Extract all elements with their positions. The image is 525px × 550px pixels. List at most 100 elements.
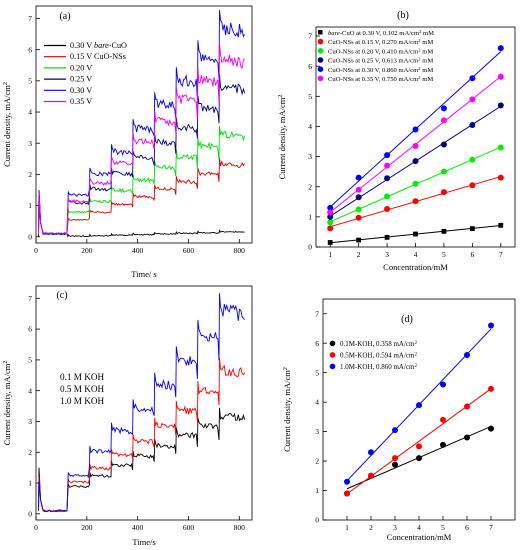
legend-marker bbox=[329, 363, 336, 370]
y-tick-label: 1 bbox=[28, 479, 32, 488]
panel-d: 1 2 3 4 5 6 7 0 1 2 3 4 5 6 7 Concentration/mM Current d… bbox=[282, 298, 516, 542]
x-tick-label: 7 bbox=[489, 523, 493, 532]
data-point bbox=[440, 189, 447, 196]
legend-entry: CuO-NSs at 0.35 V, 0.750 mA/cm2 mM bbox=[328, 75, 433, 84]
legend-marker bbox=[329, 352, 336, 358]
x-tick-label: 800 bbox=[234, 523, 246, 532]
data-point bbox=[412, 198, 419, 205]
y-axis-label: Current density, mA/cm2 bbox=[2, 82, 12, 167]
data-point bbox=[327, 240, 333, 245]
x-tick-label: 1 bbox=[345, 523, 349, 532]
data-point bbox=[464, 351, 470, 358]
series-line bbox=[38, 157, 245, 236]
data-point bbox=[469, 121, 476, 128]
legend-entry: 0.20 V bbox=[70, 63, 92, 72]
x-tick-label: 400 bbox=[132, 523, 144, 532]
legend-entry: CuO-NSs at 0.25 V, 0.613 mA/cm2 mM bbox=[328, 56, 433, 65]
data-point bbox=[327, 225, 334, 232]
data-point bbox=[355, 174, 362, 181]
legend-entry: CuO-NSs at 0.30 V, 0.860 mA/cm2 mM bbox=[328, 65, 433, 74]
x-tick-label: 3 bbox=[385, 250, 389, 259]
legend-entry: 0.1M-KOH, 0.358 mA/cm2 bbox=[340, 340, 417, 348]
y-tick-label: 0 bbox=[28, 232, 32, 241]
legend-entry: 0.30 V bbox=[70, 86, 92, 95]
x-tick-label: 5 bbox=[441, 523, 445, 532]
panel-label: (c) bbox=[56, 290, 67, 301]
y-tick-label: 2 bbox=[28, 170, 32, 179]
panel-a: 0 200 400 600 800 0 1 2 3 4 5 6 7 Time/ s Current dens… bbox=[2, 5, 253, 279]
y-tick-label: 3 bbox=[28, 139, 32, 148]
y-tick-label: 0 bbox=[315, 516, 319, 525]
plot-frame bbox=[35, 285, 253, 521]
y-tick-label: 5 bbox=[315, 368, 319, 377]
data-point bbox=[355, 186, 362, 193]
y-axis-label: Current density, mA/cm2 bbox=[277, 95, 287, 180]
legend-entry: 0.35 V bbox=[70, 97, 92, 106]
data-point bbox=[384, 162, 391, 169]
legend-entry: 0.15 V CuO-NSs bbox=[70, 52, 126, 61]
x-axis-label: Time/ s bbox=[131, 269, 156, 279]
data-point bbox=[469, 75, 476, 82]
data-point bbox=[413, 231, 418, 237]
y-tick-label: 4 bbox=[308, 122, 312, 131]
y-tick-label: 6 bbox=[315, 339, 319, 348]
x-tick-label: 7 bbox=[499, 250, 503, 259]
series-line bbox=[38, 407, 246, 513]
x-tick-label: 600 bbox=[183, 246, 195, 255]
legend-entry: CuO-NSs at 0.15 V, 0.270 mA/cm2 mM bbox=[328, 38, 433, 47]
y-tick-label: 7 bbox=[28, 14, 32, 23]
data-point bbox=[344, 490, 350, 497]
y-tick-label: 5 bbox=[28, 76, 32, 85]
y-tick-label: 1 bbox=[28, 201, 32, 210]
series-line bbox=[38, 125, 246, 236]
data-point bbox=[488, 385, 494, 392]
y-tick-label: 7 bbox=[315, 309, 319, 318]
plot-frame bbox=[35, 5, 253, 244]
data-point bbox=[497, 174, 504, 181]
series-line bbox=[38, 43, 245, 236]
y-tick-label: 2 bbox=[315, 457, 319, 466]
data-point bbox=[384, 193, 391, 200]
x-tick-label: 5 bbox=[442, 250, 446, 259]
data-point bbox=[392, 461, 398, 468]
data-point bbox=[440, 117, 447, 124]
legend-entry: bare-CuO at 0.30 V, 0.102 mA/cm2 mM bbox=[328, 29, 434, 38]
panel-label: (a) bbox=[59, 11, 70, 22]
data-point bbox=[469, 182, 476, 189]
series-line bbox=[38, 293, 245, 513]
y-tick-label: 5 bbox=[28, 355, 32, 364]
y-tick-label: 1 bbox=[315, 486, 319, 495]
legend-entry: 0.30 V bare-CuO bbox=[70, 41, 127, 50]
y-tick-label: 7 bbox=[28, 294, 32, 303]
y-tick-label: 6 bbox=[28, 325, 32, 334]
data-point bbox=[488, 322, 494, 329]
data-point bbox=[416, 455, 422, 462]
x-tick-label: 600 bbox=[183, 523, 195, 532]
x-tick-label: 200 bbox=[81, 246, 93, 255]
data-point bbox=[355, 214, 362, 221]
data-point bbox=[497, 45, 504, 52]
legend-entry: 0.5 M KOH bbox=[60, 384, 105, 394]
x-tick-label: 200 bbox=[81, 523, 93, 532]
y-tick-label: 1 bbox=[308, 212, 312, 221]
data-point bbox=[464, 403, 470, 410]
y-tick-label: 0 bbox=[28, 509, 32, 518]
legend-marker bbox=[317, 38, 324, 45]
series-line bbox=[38, 357, 245, 513]
y-tick-label: 4 bbox=[28, 108, 32, 117]
data-point bbox=[469, 226, 475, 232]
data-point bbox=[440, 381, 446, 388]
x-tick-label: 0 bbox=[34, 246, 38, 255]
legend-entry: 0.5M-KOH, 0.594 mA/cm2 bbox=[340, 352, 417, 360]
data-point bbox=[464, 434, 470, 441]
y-axis-label: Current density, mA/cm2 bbox=[282, 367, 292, 452]
x-tick-label: 6 bbox=[470, 250, 474, 259]
legend-marker bbox=[317, 57, 324, 63]
y-tick-label: 3 bbox=[28, 417, 32, 426]
data-point bbox=[497, 102, 504, 109]
data-point bbox=[412, 180, 419, 187]
x-tick-label: 2 bbox=[369, 523, 373, 532]
y-axis-label: Current density, mA/cm2 bbox=[2, 361, 12, 446]
data-point bbox=[497, 73, 504, 80]
data-point bbox=[327, 209, 334, 216]
